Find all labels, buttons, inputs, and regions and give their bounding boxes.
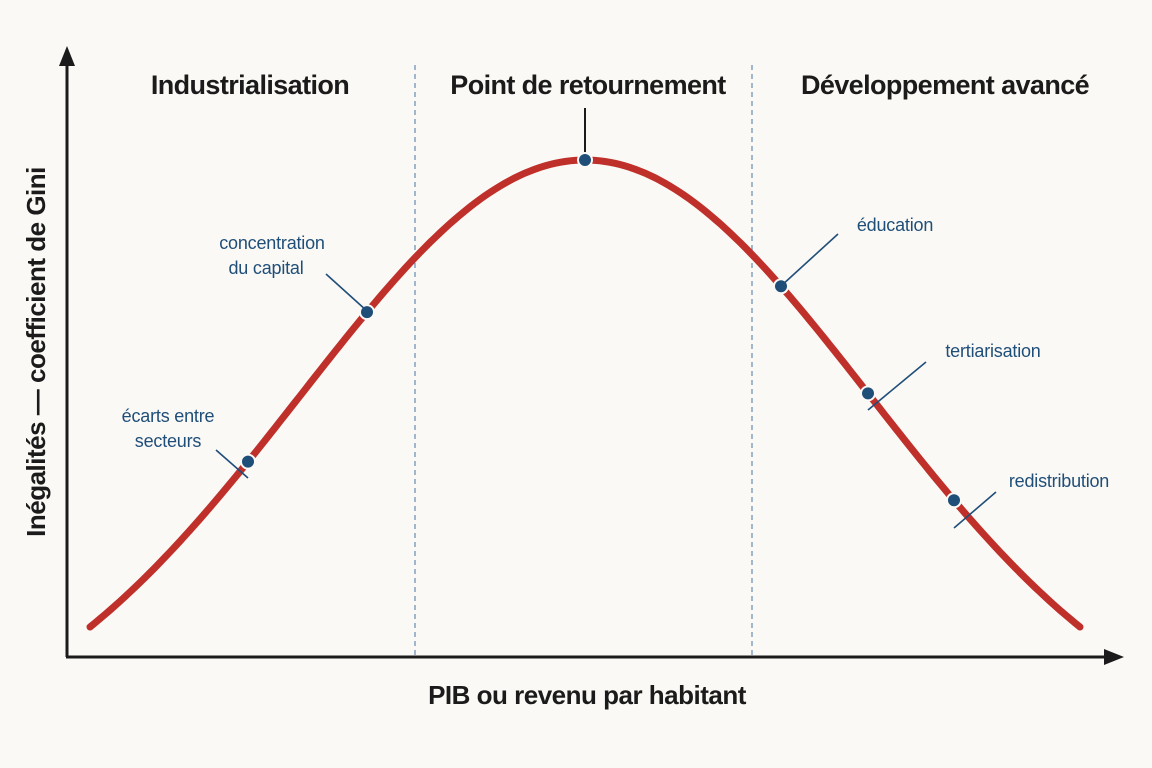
phase-title: Point de retournement bbox=[450, 70, 726, 100]
annotation: redistribution bbox=[1009, 471, 1109, 491]
curve-point bbox=[946, 492, 962, 509]
curve-point bbox=[240, 453, 256, 470]
annotation: écarts entre secteurs bbox=[122, 406, 215, 451]
x-axis-label: PIB ou revenu par habitant bbox=[428, 680, 747, 710]
leader-line bbox=[325, 273, 368, 312]
phase-title: Développement avancé bbox=[801, 70, 1090, 100]
leader-line bbox=[867, 361, 927, 411]
curve-point bbox=[577, 152, 593, 168]
y-axis-label: Inégalités — coefficient de Gini bbox=[21, 167, 51, 537]
annotation: concentration du capital bbox=[219, 233, 324, 278]
annotation: tertiarisation bbox=[945, 341, 1040, 361]
x-axis-arrow bbox=[1104, 649, 1124, 665]
y-axis-arrow bbox=[59, 46, 75, 66]
leader-line bbox=[215, 449, 249, 479]
phase-title: Industrialisation bbox=[151, 70, 349, 100]
curve-point bbox=[860, 385, 876, 402]
leader-line bbox=[953, 491, 997, 529]
leader-line bbox=[780, 233, 839, 287]
annotation: éducation bbox=[857, 215, 933, 235]
